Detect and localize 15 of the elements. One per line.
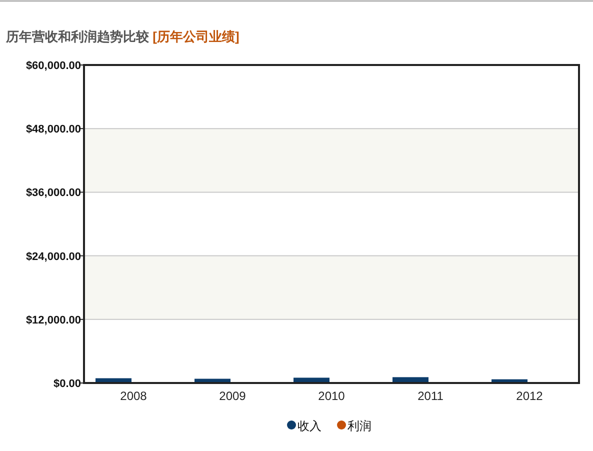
x-tick-label: 2011 xyxy=(418,389,444,403)
y-tick-label: $60,000.00 xyxy=(26,60,81,72)
y-tick-label: $0.00 xyxy=(53,378,81,390)
x-tick-label: 2012 xyxy=(516,389,544,403)
legend-label: 收入 xyxy=(298,419,322,433)
legend-label: 利润 xyxy=(348,419,372,433)
x-tick-label: 2010 xyxy=(318,389,346,403)
y-tick-label: $12,000.00 xyxy=(26,314,81,326)
chart-title: 历年营收和利润趋势比较 xyxy=(5,29,153,44)
chart-subtitle: [历年公司业绩] xyxy=(152,29,240,44)
y-tick-label: $48,000.00 xyxy=(26,124,81,136)
x-tick-label: 2009 xyxy=(219,389,246,403)
x-tick-label: 2008 xyxy=(120,389,148,403)
y-tick-label: $24,000.00 xyxy=(26,250,81,263)
y-tick-label: $36,000.00 xyxy=(26,187,81,200)
